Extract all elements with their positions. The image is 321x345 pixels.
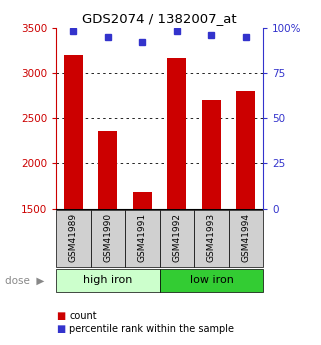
Bar <box>237 91 256 209</box>
Bar <box>64 55 83 209</box>
Bar <box>160 269 263 292</box>
Text: GSM41992: GSM41992 <box>172 213 181 262</box>
Bar <box>160 210 194 267</box>
Text: GSM41989: GSM41989 <box>69 213 78 262</box>
Bar <box>125 210 160 267</box>
Bar <box>202 100 221 209</box>
Text: ■: ■ <box>56 325 65 334</box>
Text: dose  ▶: dose ▶ <box>5 275 44 285</box>
Text: GSM41994: GSM41994 <box>241 213 250 262</box>
Bar <box>168 58 187 209</box>
Text: high iron: high iron <box>83 275 133 285</box>
Text: percentile rank within the sample: percentile rank within the sample <box>69 325 234 334</box>
Bar <box>56 269 160 292</box>
Text: GSM41993: GSM41993 <box>207 213 216 262</box>
Bar <box>99 131 117 209</box>
Bar <box>91 210 125 267</box>
Bar <box>229 210 263 267</box>
Title: GDS2074 / 1382007_at: GDS2074 / 1382007_at <box>82 12 237 25</box>
Text: count: count <box>69 311 97 321</box>
Text: low iron: low iron <box>189 275 233 285</box>
Bar <box>133 191 152 209</box>
Text: GSM41991: GSM41991 <box>138 213 147 262</box>
Bar <box>56 210 91 267</box>
Bar <box>194 210 229 267</box>
Text: ■: ■ <box>56 311 65 321</box>
Text: GSM41990: GSM41990 <box>103 213 112 262</box>
